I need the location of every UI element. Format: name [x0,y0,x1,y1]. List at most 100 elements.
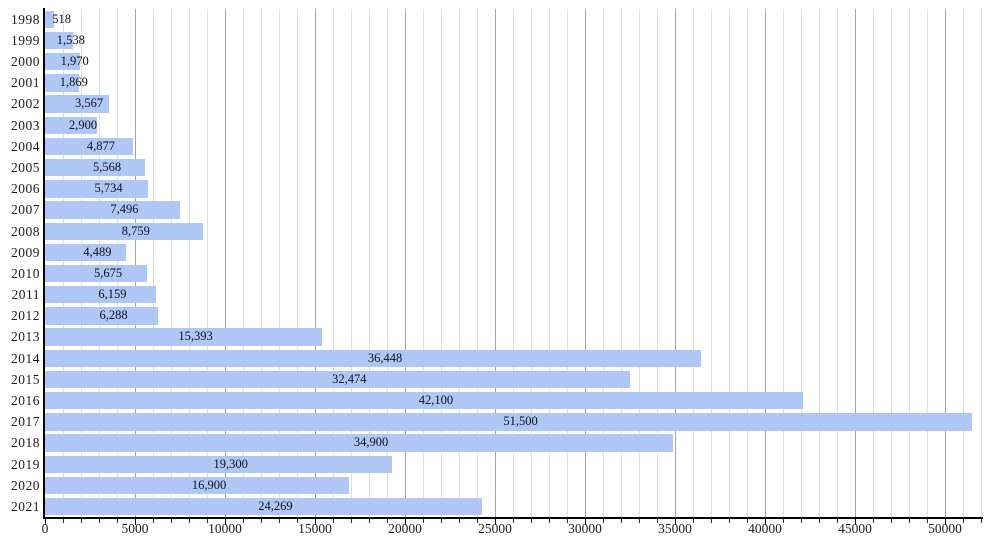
bar-value-label-2018: 34,900 [353,435,389,450]
x-tick-major [675,519,676,525]
bar-2001 [45,74,79,92]
bar-2011 [45,286,156,304]
gridline-minor [513,9,514,518]
gridline-major [675,9,676,518]
bar-2016 [45,392,803,410]
x-tick-major [315,519,316,525]
gridline-minor [477,9,478,518]
x-tick-minor [891,519,892,523]
x-tick-minor [711,519,712,523]
bar-2010 [45,264,148,283]
bar-2002 [45,95,110,113]
gridline-minor [441,9,442,518]
x-tick-major [225,519,226,525]
gridline-minor [279,9,280,518]
bar-value-label-2017: 51,500 [503,414,538,429]
bar-value-label-2020: 16,900 [191,477,227,492]
y-axis-label-2004: 2004 [11,138,40,154]
x-tick-major [495,519,496,525]
bar-1999 [45,31,73,50]
gridline-minor [639,9,640,518]
gridline-minor [189,9,190,518]
bar-2021 [45,497,482,516]
y-axis-label-2012: 2012 [11,308,40,324]
gridline-minor [621,9,622,518]
gridline-minor [747,9,748,518]
y-axis-label-2002: 2002 [11,96,40,112]
gridline-minor [63,9,64,518]
y-axis-label-1998: 1998 [11,11,40,27]
x-tick-minor [99,519,100,523]
gridline-minor [207,9,208,518]
x-tick-minor [423,519,424,523]
gridline-minor [423,9,424,518]
x-tick-minor [729,519,730,523]
x-tick-label-0: 0 [41,521,49,536]
x-tick-minor [333,519,334,523]
x-tick-minor [387,519,388,523]
x-tick-minor [171,519,172,523]
gridline-minor [873,9,874,518]
gridline-minor [891,9,892,518]
y-axis-label-2017: 2017 [11,414,40,430]
bar-2014 [45,349,702,368]
gridline-minor [549,9,550,518]
bar-value-label-2012: 6,288 [99,308,128,323]
gridline-minor [369,9,370,518]
x-tick-minor [567,519,568,523]
bar-2019 [45,455,393,473]
gridline-minor [99,9,100,518]
gridline-major [585,9,586,518]
bar-value-label-2016: 42,100 [418,393,454,407]
x-tick-minor [261,519,262,523]
bar-2000 [45,53,81,71]
x-tick-minor [531,519,532,523]
y-axis-label-2005: 2005 [11,159,40,175]
x-tick-label-5000: 5000 [121,521,149,536]
bar-2017 [45,413,972,431]
x-tick-minor [369,519,370,523]
gridline-major [945,9,946,518]
x-tick-minor [819,519,820,523]
gridline-major [225,9,226,518]
gridline-major [765,9,766,518]
y-axis-label-2016: 2016 [11,393,40,408]
gridline-minor [261,9,262,518]
y-axis-label-2020: 2020 [11,477,40,493]
gridline-minor [657,9,658,518]
x-tick-minor [207,519,208,523]
bar-value-label-2013: 15,393 [178,329,213,344]
y-axis-label-2008: 2008 [11,223,40,239]
x-tick-minor [801,519,802,523]
x-tick-label-20000: 20000 [388,521,422,536]
x-tick-minor [981,519,982,523]
x-tick-minor [783,519,784,523]
bar-value-label-2000: 1,970 [60,54,89,69]
bar-2018 [45,434,674,452]
x-tick-label-15000: 15000 [298,521,332,536]
x-tick-major [135,519,136,525]
x-tick-minor [153,519,154,523]
bar-value-label-2005: 5,568 [93,159,122,174]
y-axis-label-2015: 2015 [11,371,40,387]
bar-2007 [45,201,180,219]
gridline-minor [567,9,568,518]
y-axis-label-2009: 2009 [11,244,40,260]
x-tick-minor [513,519,514,523]
gridline-minor [153,9,154,518]
x-tick-major [765,519,766,525]
x-tick-label-30000: 30000 [568,521,602,536]
bar-value-label-2008: 8,759 [121,223,150,238]
gridline-minor [837,9,838,518]
gridline-minor [783,9,784,518]
y-axis-label-2007: 2007 [11,202,40,218]
gridline-minor [909,9,910,518]
bar-2005 [45,158,146,177]
x-tick-minor [621,519,622,523]
bar-2020 [45,476,350,495]
bar-1998 [45,10,55,29]
x-tick-minor [297,519,298,523]
bar-value-label-2007: 7,496 [110,202,139,217]
bar-value-label-2002: 3,567 [75,96,104,111]
bar-2004 [45,137,133,156]
